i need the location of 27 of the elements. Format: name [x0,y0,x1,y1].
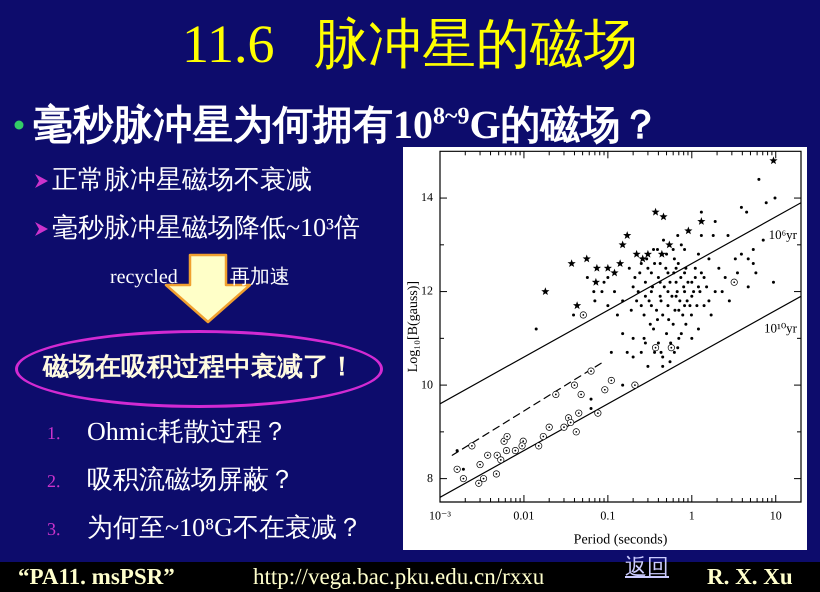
y-tick-label: 10 [421,377,433,392]
y-tick-label: 12 [421,284,433,298]
text: 正常脉冲星磁场不衰减 [52,164,312,195]
text: 1. Ohmic耗散过程？ [47,417,288,446]
text: 再加速 [230,265,290,289]
x-tick-label: 0.1 [600,508,616,522]
x-tick-label: 1 [688,508,695,522]
text: R. X. Xu [707,563,793,591]
x-tick-label: 10 [770,508,782,522]
x-tick-label: 0.01 [513,508,534,522]
x-tick-label: 10⁻³ [429,508,452,522]
chart-subtitle: 毫秒脉冲星为何拥有10$^{8~9}$G的磁场？ [33,101,661,149]
text: recycled [110,265,178,289]
text: “PA11. msPSR” [18,563,175,591]
y-tick-label: 14 [421,190,433,204]
series-label: 10⁶yr [768,226,798,242]
y-tick-label: 8 [427,470,433,485]
text: 2. 吸积流磁场屏蔽？ [47,465,295,494]
text: 3. 为何至~10⁸G不在衰减？ [47,513,363,542]
text: 毫秒脉冲星磁场降低~10³倍 [52,212,360,243]
y-axis-title: Log₁₀[B(gauss)] [406,280,422,372]
text: http://vega.bac.pku.edu.cn/rxxu [253,563,544,591]
chart-title: 11.6 脉冲星的磁场 [181,13,639,75]
x-axis-title: Period (seconds) [574,532,668,548]
series-label: 10¹⁰yr [764,320,798,336]
text: 返回 [625,554,669,580]
text: 磁场在吸积过程中衰减了！ [41,351,356,383]
